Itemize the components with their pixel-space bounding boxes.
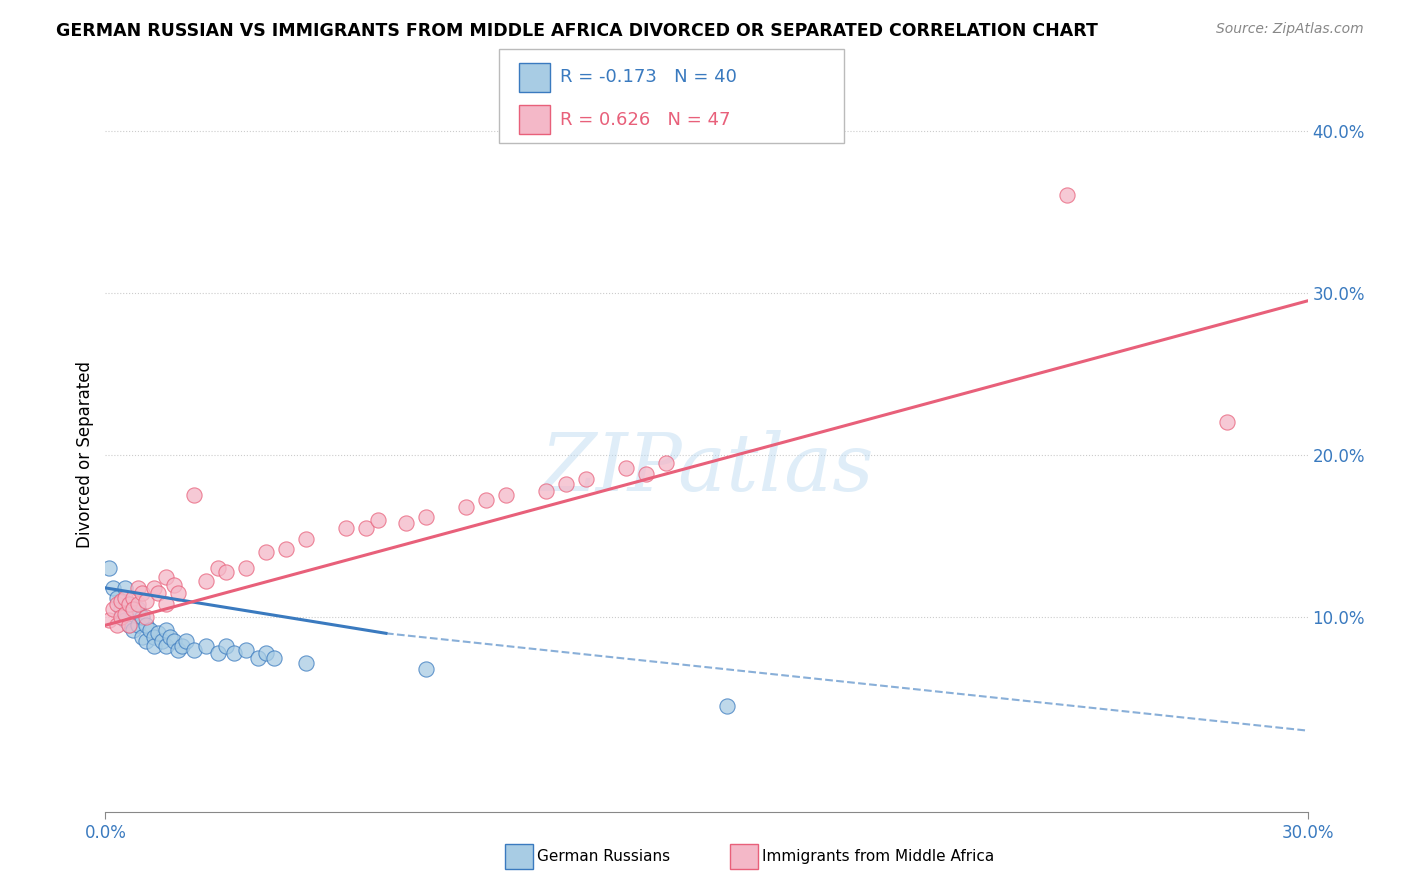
Point [235, 561, 257, 575]
Point [254, 646, 277, 660]
Point [150, 634, 173, 648]
Y-axis label: Divorced or Separated: Divorced or Separated [76, 361, 94, 549]
Point [354, 521, 377, 535]
Point [103, 581, 125, 595]
Point [118, 597, 141, 611]
Point [110, 602, 132, 616]
Point [159, 630, 181, 644]
Point [138, 623, 160, 637]
Text: ZIPatlas: ZIPatlas [540, 431, 873, 508]
Point [475, 493, 498, 508]
Point [146, 626, 169, 640]
Point [495, 488, 517, 502]
Text: R = -0.173   N = 40: R = -0.173 N = 40 [560, 69, 737, 87]
Point [127, 581, 149, 595]
Text: Immigrants from Middle Africa: Immigrants from Middle Africa [762, 849, 994, 863]
Point [183, 488, 205, 502]
Point [107, 591, 129, 605]
Point [214, 565, 236, 579]
Text: R = 0.626   N = 47: R = 0.626 N = 47 [560, 111, 730, 128]
Point [263, 650, 285, 665]
Point [655, 456, 678, 470]
Text: German Russians: German Russians [537, 849, 671, 863]
Point [214, 640, 236, 654]
Point [246, 650, 269, 665]
Point [142, 640, 165, 654]
Point [114, 607, 136, 621]
Point [122, 602, 145, 616]
Point [135, 634, 157, 648]
Point [127, 618, 149, 632]
Point [183, 642, 205, 657]
Point [98, 561, 121, 575]
Text: Source: ZipAtlas.com: Source: ZipAtlas.com [1216, 22, 1364, 37]
Point [135, 610, 157, 624]
Point [1216, 416, 1239, 430]
Point [367, 513, 389, 527]
Point [122, 623, 145, 637]
Point [636, 467, 658, 482]
Point [155, 569, 177, 583]
Point [98, 613, 121, 627]
Point [131, 586, 153, 600]
Point [127, 602, 149, 616]
Point [575, 472, 598, 486]
Point [415, 662, 437, 676]
Point [235, 642, 257, 657]
Point [1056, 188, 1078, 202]
Text: GERMAN RUSSIAN VS IMMIGRANTS FROM MIDDLE AFRICA DIVORCED OR SEPARATED CORRELATIO: GERMAN RUSSIAN VS IMMIGRANTS FROM MIDDLE… [56, 22, 1098, 40]
Point [295, 533, 318, 547]
Point [194, 574, 217, 589]
Point [335, 521, 357, 535]
Point [122, 607, 145, 621]
Point [142, 630, 165, 644]
Point [155, 623, 177, 637]
Point [110, 594, 132, 608]
Point [222, 646, 245, 660]
Point [254, 545, 277, 559]
Point [131, 610, 153, 624]
Point [122, 591, 145, 605]
Point [454, 500, 477, 514]
Point [146, 586, 169, 600]
Point [135, 594, 157, 608]
Point [142, 581, 165, 595]
Point [170, 640, 193, 654]
Point [107, 597, 129, 611]
Point [118, 597, 141, 611]
Point [110, 610, 132, 624]
Point [135, 618, 157, 632]
Point [166, 586, 188, 600]
Point [616, 461, 638, 475]
Point [127, 597, 149, 611]
Point [103, 602, 125, 616]
Point [155, 597, 177, 611]
Point [114, 613, 136, 627]
Point [555, 477, 578, 491]
Point [155, 640, 177, 654]
Point [274, 541, 297, 556]
Point [114, 581, 136, 595]
Point [716, 699, 738, 714]
Point [118, 618, 141, 632]
Point [415, 509, 437, 524]
Point [194, 640, 217, 654]
Point [395, 516, 418, 530]
Point [174, 634, 197, 648]
Point [131, 630, 153, 644]
Point [166, 642, 188, 657]
Point [295, 656, 318, 670]
Point [118, 618, 141, 632]
Point [534, 483, 557, 498]
Point [114, 591, 136, 605]
Point [107, 618, 129, 632]
Point [162, 634, 184, 648]
Point [162, 577, 184, 591]
Point [207, 561, 229, 575]
Point [207, 646, 229, 660]
